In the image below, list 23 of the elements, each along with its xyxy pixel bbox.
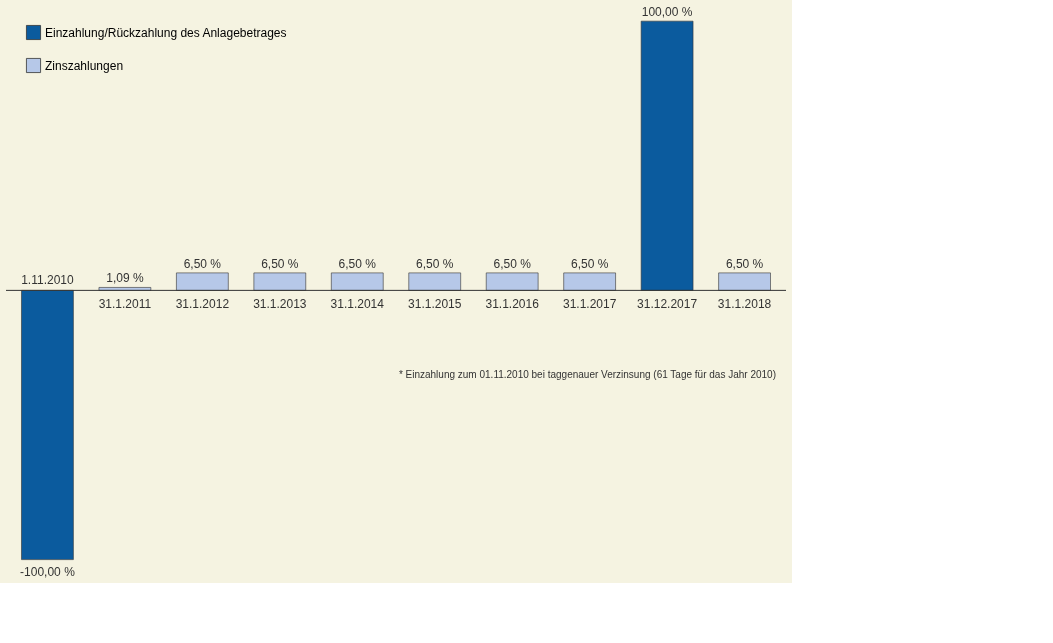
data-label: 6,50 %: [338, 256, 377, 271]
x-tick-label: 31.1.2015: [408, 297, 462, 312]
x-tick-label: 31.1.2013: [253, 297, 307, 312]
x-tick-label: 31.1.2011: [98, 297, 152, 312]
data-label: 1,09 %: [106, 271, 144, 286]
data-label: -100,00 %: [20, 564, 76, 579]
x-tick-label: 31.1.2016: [485, 297, 540, 312]
data-label: 6,50 %: [261, 256, 299, 271]
x-tick-label: 31.1.2012: [175, 297, 230, 312]
annotation: * Einzahlung zum 01.11.2010 bei taggenauer Verzinsung (61 Tage für das Jahr 2010): [398, 368, 776, 380]
legend-label: Zinszahlungen: [45, 58, 124, 73]
data-label: 100,00 %: [641, 5, 693, 20]
x-tick-label: 31.12.2017: [637, 297, 698, 312]
data-label: 6,50 %: [493, 256, 532, 271]
x-tick-label: 31.1.2017: [562, 297, 617, 312]
x-tick-label: 31.1.2014: [330, 297, 385, 312]
x-tick-label: 1.11.2010: [21, 273, 75, 288]
data-label: 6,50 %: [416, 256, 454, 271]
x-tick-label: 31.1.2018: [717, 297, 772, 312]
legend-label: Einzahlung/Rückzahlung des Anlagebetrages: [45, 25, 287, 40]
data-label: 6,50 %: [570, 256, 609, 271]
data-label: 6,50 %: [725, 256, 764, 271]
data-label: 6,50 %: [183, 256, 222, 271]
